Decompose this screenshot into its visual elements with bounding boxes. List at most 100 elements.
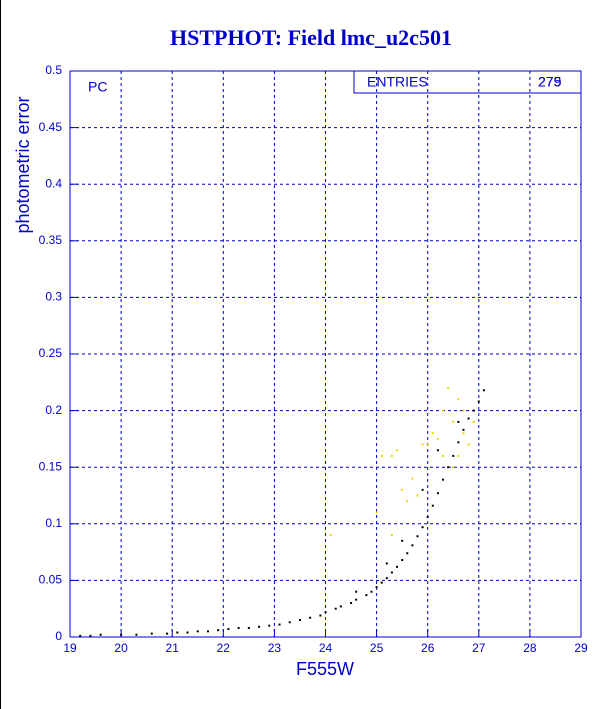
point xyxy=(452,420,455,423)
y-tick-label: 0.4 xyxy=(45,176,62,190)
point xyxy=(196,630,199,633)
point xyxy=(370,590,373,593)
x-tick-label: 26 xyxy=(421,641,435,655)
point xyxy=(324,611,327,614)
y-axis-label: photometric error xyxy=(13,96,33,233)
point xyxy=(482,389,485,392)
point xyxy=(447,386,450,389)
point xyxy=(247,626,250,629)
point xyxy=(385,577,388,580)
point xyxy=(436,437,439,440)
point xyxy=(467,443,470,446)
point xyxy=(426,516,429,519)
point xyxy=(477,400,480,403)
x-tick-label: 27 xyxy=(472,641,486,655)
y-tick-label: 0.05 xyxy=(39,573,63,587)
point xyxy=(472,420,475,423)
point xyxy=(426,443,429,446)
point xyxy=(442,409,445,412)
point xyxy=(150,632,153,635)
point xyxy=(329,534,332,537)
point xyxy=(166,632,169,635)
y-tick-label: 0.15 xyxy=(39,459,63,473)
point xyxy=(258,625,261,628)
y-tick-label: 0.5 xyxy=(45,63,62,77)
point xyxy=(390,454,393,457)
point xyxy=(467,417,470,420)
point xyxy=(120,633,123,636)
point xyxy=(401,559,404,562)
stats-value: 279 xyxy=(538,74,562,90)
point xyxy=(462,409,465,412)
point xyxy=(355,598,358,601)
point xyxy=(401,488,404,491)
x-tick-label: 22 xyxy=(217,641,231,655)
point xyxy=(176,631,179,634)
point xyxy=(99,633,102,636)
point xyxy=(319,614,322,617)
point xyxy=(334,607,337,610)
point xyxy=(472,409,475,412)
point xyxy=(401,539,404,542)
x-tick-label: 21 xyxy=(166,641,180,655)
point xyxy=(416,535,419,538)
y-tick-label: 0.3 xyxy=(45,290,62,304)
point xyxy=(186,631,189,634)
point xyxy=(442,478,445,481)
point xyxy=(396,449,399,452)
plot-frame xyxy=(69,70,582,638)
point xyxy=(406,500,409,503)
y-tick-label: 0.25 xyxy=(39,346,63,360)
point xyxy=(237,626,240,629)
point xyxy=(411,544,414,547)
x-tick-label: 29 xyxy=(574,641,588,655)
point xyxy=(278,623,281,626)
x-tick-label: 24 xyxy=(319,641,333,655)
point xyxy=(79,634,82,637)
point xyxy=(135,633,138,636)
x-tick-label: 23 xyxy=(268,641,282,655)
point xyxy=(411,477,414,480)
point xyxy=(396,565,399,568)
y-tick-label: 0.35 xyxy=(39,233,63,247)
point xyxy=(298,619,301,622)
point xyxy=(431,504,434,507)
point xyxy=(390,534,393,537)
point xyxy=(385,562,388,565)
point xyxy=(375,511,378,514)
point xyxy=(421,526,424,529)
point xyxy=(217,629,220,632)
point xyxy=(416,494,419,497)
x-tick-label: 25 xyxy=(370,641,384,655)
point xyxy=(309,616,312,619)
point xyxy=(365,594,368,597)
point xyxy=(421,443,424,446)
point xyxy=(339,605,342,608)
point xyxy=(431,432,434,435)
y-tick-label: 0.1 xyxy=(45,516,62,530)
point xyxy=(406,552,409,555)
point xyxy=(380,454,383,457)
point xyxy=(89,634,92,637)
x-tick-label: 28 xyxy=(523,641,537,655)
x-tick-label: 19 xyxy=(63,641,77,655)
point xyxy=(355,590,358,593)
point xyxy=(390,571,393,574)
point xyxy=(206,630,209,633)
point xyxy=(452,466,455,469)
point xyxy=(375,586,378,589)
point xyxy=(421,488,424,491)
point xyxy=(436,492,439,495)
point xyxy=(457,398,460,401)
point xyxy=(227,628,230,631)
point xyxy=(288,621,291,624)
x-axis-label: F555W xyxy=(296,659,354,679)
point xyxy=(457,441,460,444)
point xyxy=(457,454,460,457)
x-tick-label: 20 xyxy=(114,641,128,655)
panel-label: PC xyxy=(88,79,107,95)
point xyxy=(462,428,465,431)
point xyxy=(268,624,271,627)
stats-label: ENTRIES xyxy=(367,74,428,90)
